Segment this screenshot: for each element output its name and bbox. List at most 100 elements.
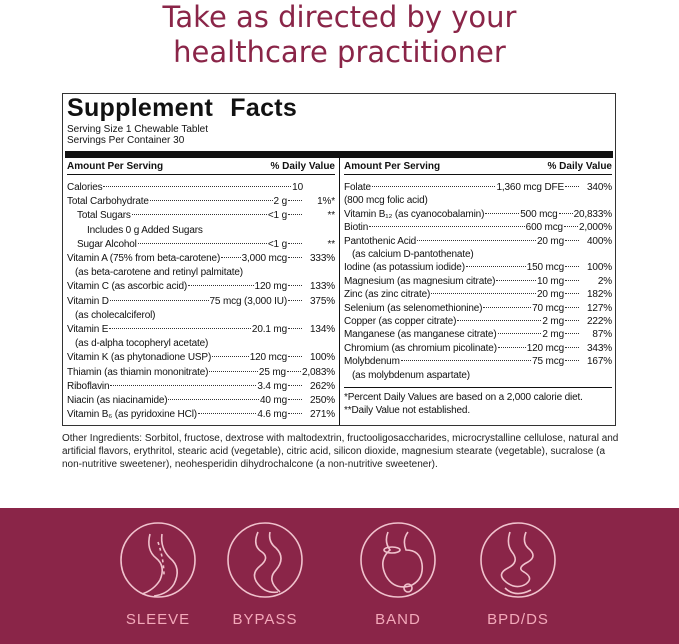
nutrient-note: (as d-alpha tocopheryl acetate) bbox=[75, 338, 209, 350]
leader bbox=[288, 257, 302, 259]
nutrient-name: Niacin (as niacinamide) bbox=[67, 395, 168, 407]
leader bbox=[131, 214, 267, 216]
nutrient-amount: 2 mg bbox=[542, 316, 564, 328]
nutrient-row: Copper (as copper citrate) 2 mg 222% bbox=[344, 315, 612, 328]
nutrient-name: Vitamin B₆ (as pyridoxine HCl) bbox=[67, 409, 197, 421]
daily-value: 20,833% bbox=[573, 208, 613, 220]
nutrient-name: Total Sugars bbox=[77, 210, 131, 222]
leader bbox=[457, 320, 542, 322]
nutrient-amount: 4.6 mg bbox=[257, 409, 287, 421]
nutrient-amount: 10 bbox=[292, 182, 303, 193]
procedure-label: BYPASS bbox=[232, 611, 298, 628]
icon-bpdds bbox=[480, 522, 556, 598]
leader bbox=[371, 186, 496, 187]
nutrient-amount: 1,360 mcg DFE bbox=[496, 182, 564, 193]
procedure-label: BPD/DS bbox=[487, 611, 549, 628]
nutrient-amount: 40 mg bbox=[259, 395, 287, 407]
nutrient-name: Vitamin B₁₂ (as cyanocobalamin) bbox=[344, 208, 485, 220]
leader bbox=[400, 360, 532, 362]
leader bbox=[288, 328, 302, 330]
column: Calories 10 Total Carbohydrate 2 g 1%* Total … bbox=[67, 181, 335, 422]
nutrient-row: Vitamin E 20.1 mg 134% bbox=[67, 323, 335, 337]
leader bbox=[497, 333, 542, 335]
nutrient-name: Vitamin A (75% from beta-carotene) bbox=[67, 253, 221, 265]
nutrient-row: Vitamin B₁₂ (as cyanocobalamin) 500 mcg 20… bbox=[344, 208, 612, 221]
leader bbox=[565, 320, 579, 322]
nutrient-amount: 120 mcg bbox=[526, 342, 564, 354]
leader bbox=[483, 306, 532, 308]
leader bbox=[188, 285, 254, 287]
icon-band bbox=[360, 522, 436, 598]
icon-bypass bbox=[227, 522, 303, 598]
heading: healthcare practitioner bbox=[173, 35, 506, 69]
nutrient-name: Sugar Alcohol bbox=[77, 238, 137, 250]
daily-value: 250% bbox=[310, 395, 335, 407]
leader bbox=[565, 346, 579, 348]
leader bbox=[209, 370, 258, 372]
leader bbox=[168, 399, 259, 401]
amount-header: Amount Per Serving bbox=[344, 161, 441, 172]
nutrient-row: Total Sugars <1 g ** bbox=[67, 209, 335, 223]
heading: Take as directed by your bbox=[162, 0, 517, 34]
nutrient-note: (as molybdenum aspartate) bbox=[352, 369, 470, 381]
nutrient-amount: 20.1 mg bbox=[251, 324, 287, 336]
daily-value: 87% bbox=[592, 329, 612, 341]
nutrient-row: Includes 0 g Added Sugars bbox=[67, 224, 335, 238]
leader bbox=[109, 299, 209, 301]
daily-value: 133% bbox=[310, 281, 335, 293]
nutrient-name: Biotin bbox=[344, 222, 369, 234]
leader bbox=[288, 399, 302, 401]
nutrient-amount: <1 g bbox=[267, 238, 287, 250]
leader bbox=[288, 356, 302, 358]
nutrient-amount: 150 mcg bbox=[526, 262, 564, 274]
leader bbox=[558, 212, 573, 214]
dv-header: % Daily Value bbox=[547, 161, 612, 172]
nutrient-row: Vitamin D 75 mcg (3,000 IU) 375% bbox=[67, 295, 335, 309]
daily-value: ** bbox=[327, 238, 336, 250]
nutrient-name: Vitamin D bbox=[67, 295, 109, 307]
leader bbox=[212, 356, 249, 358]
facts-title: Supplement Facts bbox=[67, 94, 298, 122]
leader bbox=[465, 266, 526, 268]
nutrient-row: Vitamin K (as phytonadione USP) 120 mcg 10… bbox=[67, 351, 335, 365]
footnotes: *Percent Daily Values are based on a 2,0… bbox=[344, 387, 612, 417]
nutrient-row: Molybdenum 75 mcg 167% bbox=[344, 355, 612, 368]
daily-value: 127% bbox=[587, 302, 612, 314]
nutrient-amount: 500 mcg bbox=[520, 208, 558, 220]
rule bbox=[65, 151, 613, 158]
nutrient-amount: <1 g bbox=[267, 210, 287, 222]
nutrient-row: Folate 1,360 mcg DFE 340% bbox=[344, 181, 612, 194]
nutrient-row: Vitamin C (as ascorbic acid) 120 mg 133% bbox=[67, 280, 335, 294]
daily-value: 375% bbox=[310, 295, 335, 307]
leader bbox=[103, 186, 292, 187]
supplement-facts: Supplement Facts Serving Size 1 Chewable… bbox=[62, 93, 616, 426]
leader bbox=[431, 293, 536, 295]
nutrient-amount: 20 mg bbox=[536, 289, 564, 301]
leader bbox=[110, 384, 257, 386]
leader bbox=[288, 413, 302, 415]
leader bbox=[109, 328, 251, 330]
daily-value: 2% bbox=[597, 275, 612, 287]
leader bbox=[565, 266, 579, 268]
nutrient-note: (as calcium D-pantothenate) bbox=[352, 249, 474, 261]
leader bbox=[288, 214, 302, 216]
procedure-label: BAND bbox=[375, 611, 421, 628]
divider bbox=[339, 158, 340, 425]
leader bbox=[221, 257, 241, 259]
leader bbox=[417, 239, 536, 241]
leader bbox=[197, 413, 257, 415]
nutrient-row: Thiamin (as thiamin mononitrate) 25 mg 2,0… bbox=[67, 366, 335, 380]
leader bbox=[565, 306, 579, 308]
leader bbox=[565, 186, 579, 187]
nutrient-name: Thiamin (as thiamin mononitrate) bbox=[67, 366, 209, 378]
nutrient-name: Vitamin E bbox=[67, 324, 109, 336]
daily-value: 182% bbox=[587, 289, 612, 301]
dv-header: % Daily Value bbox=[270, 161, 335, 172]
nutrient-row: Chromium (as chromium picolinate) 120 mcg… bbox=[344, 342, 612, 355]
leader bbox=[565, 279, 579, 281]
leader bbox=[496, 279, 536, 281]
nutrient-amount: 2 mg bbox=[542, 329, 564, 341]
nutrient-name: Molybdenum bbox=[344, 356, 400, 368]
leader bbox=[485, 212, 520, 214]
nutrient-note: (as cholecalciferol) bbox=[75, 309, 156, 321]
